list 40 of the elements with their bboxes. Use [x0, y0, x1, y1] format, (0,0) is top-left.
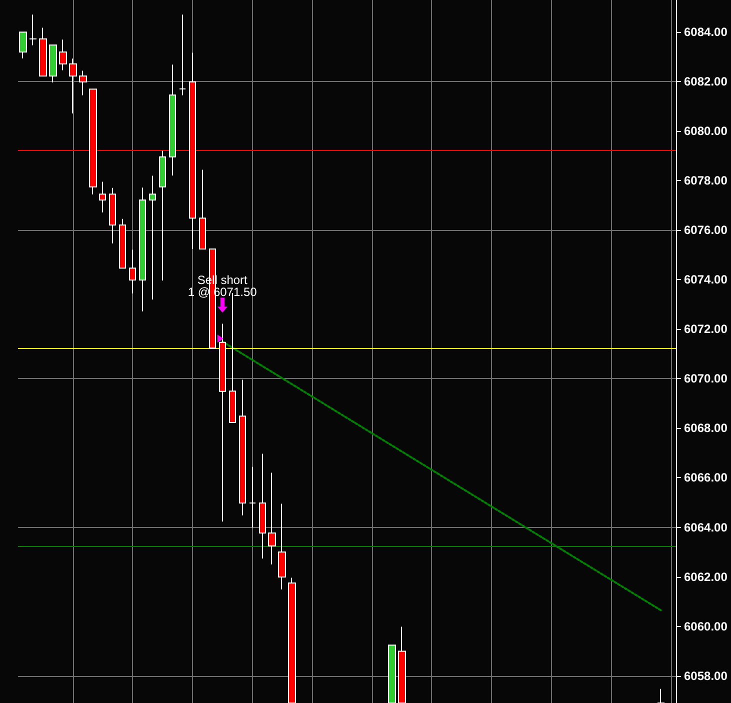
y-tick-label: 6074.00 [684, 272, 728, 287]
candlestick [179, 14, 186, 96]
y-tick-label: 6072.00 [684, 322, 728, 336]
candlestick [199, 169, 206, 250]
y-tick-label: 6076.00 [684, 223, 728, 238]
candlestick [249, 466, 256, 528]
candlestick [288, 577, 296, 703]
candlestick [79, 70, 87, 96]
y-tick-label: 6068.00 [684, 421, 728, 436]
y-tick-label: 6058.00 [684, 668, 728, 683]
candlestick [219, 323, 226, 522]
candlestick [59, 39, 67, 71]
y-tick-label: 6070.00 [684, 372, 728, 386]
candlestick [19, 32, 27, 59]
candlestick [278, 503, 286, 590]
candlestick [159, 150, 166, 281]
candlestick [39, 27, 47, 76]
candlestick [69, 58, 77, 114]
candlestick [109, 187, 116, 244]
y-tick-label: 6060.00 [684, 619, 728, 634]
candlestick [149, 175, 156, 300]
y-tick-label: 6080.00 [684, 124, 728, 138]
candlestick [259, 453, 266, 559]
candlestick [49, 44, 57, 83]
candlestick [139, 187, 146, 312]
candlestick [268, 472, 276, 565]
y-tick-label: 6062.00 [684, 570, 728, 584]
candlestick [239, 379, 246, 516]
candlestick [99, 181, 106, 213]
candlestick [398, 626, 406, 703]
y-tick-label: 6066.00 [684, 470, 728, 485]
candlestick [29, 14, 37, 46]
candlestick [388, 644, 396, 703]
y-tick-label: 6084.00 [684, 25, 728, 40]
y-tick-label: 6078.00 [684, 174, 728, 188]
candlestick [119, 218, 126, 269]
candlestick [129, 249, 136, 294]
y-tick-label: 6082.00 [684, 74, 728, 89]
candlestick [169, 64, 176, 176]
y-tick-label: 6064.00 [684, 520, 728, 534]
